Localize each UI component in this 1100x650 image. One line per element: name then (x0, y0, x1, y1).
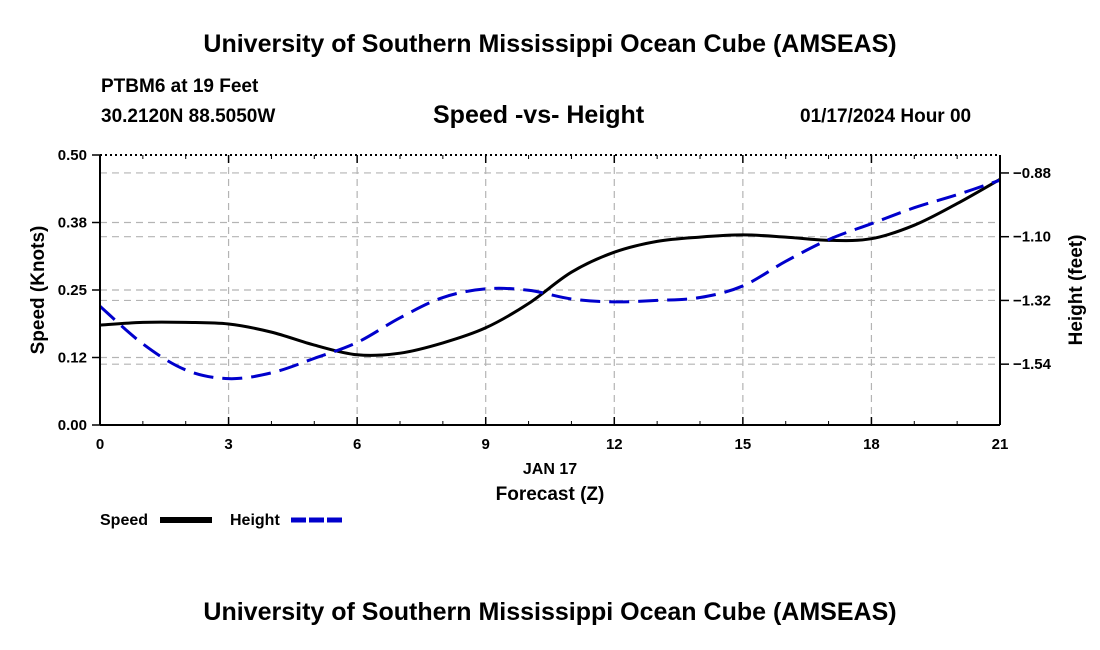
axes (92, 154, 1009, 426)
series-lines (99, 177, 1001, 381)
y-tick-label: 0.38 (58, 215, 87, 232)
page-title: University of Southern Mississippi Ocean… (203, 30, 897, 58)
y-tick-label: 0.00 (58, 417, 87, 434)
x-tick-label: 21 (992, 436, 1009, 453)
legend-label-speed: Speed (100, 512, 148, 529)
y-tick-label: 0.25 (58, 282, 87, 299)
x-tick-label: 9 (482, 436, 490, 453)
legend-label-height: Height (230, 512, 280, 529)
y-tick-label: 0.50 (58, 147, 87, 164)
legend: Speed Height (100, 512, 343, 529)
series-line-speed (99, 177, 1001, 357)
x-tick-label: 6 (353, 436, 361, 453)
y2-tick-label: −1.10 (1013, 229, 1051, 246)
x-axis-title: Forecast (Z) (496, 484, 605, 505)
chart-subtitle: Speed -vs- Height (433, 101, 645, 129)
y2-tick-label: −0.88 (1013, 165, 1051, 182)
y-tick-label: 0.12 (58, 350, 87, 367)
axis-labels: 0 3 6 9 12 15 18 21 0.00 0.12 0.25 0.38 0.50 −1.54 −1.… (28, 147, 1087, 505)
y2-axis-title: Height (feet) (1066, 235, 1087, 346)
y-axis-title: Speed (Knots) (28, 226, 49, 355)
x-tick-label: 12 (606, 436, 623, 453)
station-label: PTBM6 at 19 Feet (101, 76, 259, 97)
x-tick-label: 18 (863, 436, 880, 453)
coordinates-label: 30.2120N 88.5050W (101, 106, 276, 127)
x-tick-label: 15 (735, 436, 752, 453)
y2-tick-label: −1.32 (1013, 292, 1051, 309)
series-line-height (99, 178, 1001, 381)
x-tick-label: 3 (224, 436, 232, 453)
x-tick-label: 0 (96, 436, 104, 453)
grid-lines (100, 155, 1000, 425)
forecast-datetime: 01/17/2024 Hour 00 (800, 106, 972, 127)
y2-tick-label: −1.54 (1013, 356, 1052, 373)
footer-title: University of Southern Mississippi Ocean… (203, 598, 897, 626)
x-axis-date-label: JAN 17 (523, 461, 577, 478)
